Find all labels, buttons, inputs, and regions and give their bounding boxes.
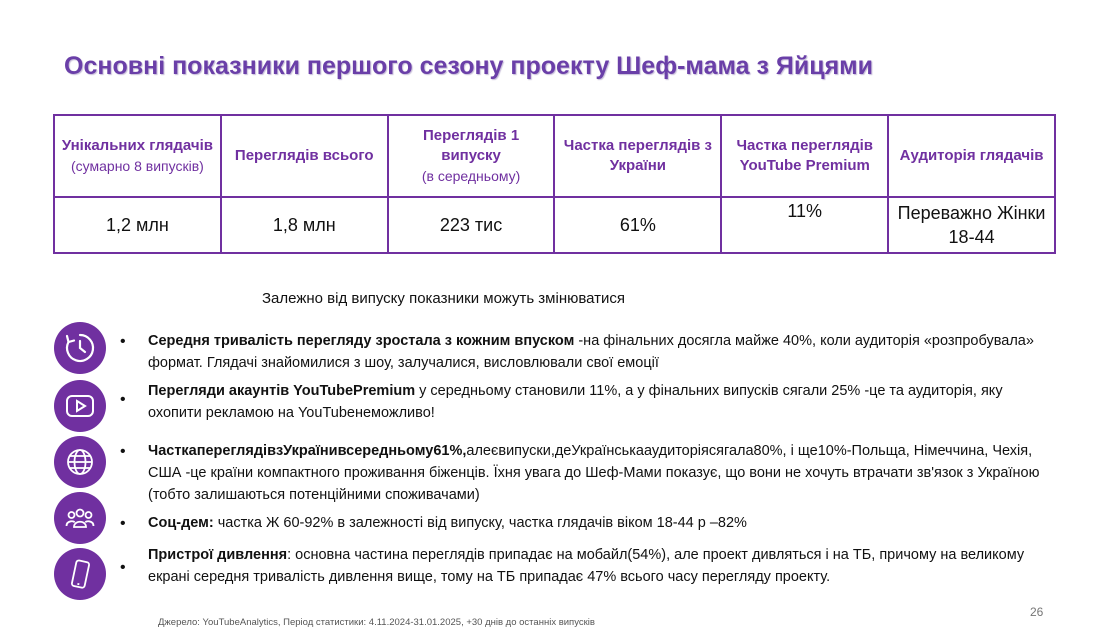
- value-views-per-episode: 223 тис: [386, 196, 556, 254]
- header-total-views: Переглядів всього: [219, 114, 389, 198]
- value-total-views: 1,8 млн: [219, 196, 389, 254]
- value-premium-share: 11%: [720, 196, 890, 254]
- source-footnote: Джерело: YouTubeAnalytics, Період статис…: [158, 617, 595, 628]
- header-ukraine-share: Частка переглядів з України: [553, 114, 723, 198]
- item-text: Пристрої дивлення: основна частина перег…: [148, 547, 1025, 585]
- page-title: Основні показники першого сезону проекту…: [64, 52, 874, 80]
- header-premium-share: Частка переглядів YouTube Premium: [720, 114, 890, 198]
- play-icon: [54, 380, 106, 432]
- clock-icon: [54, 322, 106, 374]
- header-views-per-episode: Переглядів 1 випуску (в середньому): [386, 114, 556, 198]
- item-text: ЧасткапереглядівзУкраїнивсередньому61%,а…: [148, 443, 1040, 503]
- page-number: 26: [1030, 605, 1044, 619]
- table-value-row: 1,2 млн 1,8 млн 223 тис 61% 11% Переважн…: [53, 196, 1056, 254]
- note-text: Залежно від випуску показники можуть змі…: [262, 290, 626, 307]
- people-icon: [54, 492, 106, 544]
- value-audience: Переважно Жінки 18-44: [887, 196, 1056, 254]
- globe-icon: [54, 436, 106, 488]
- item-text: Соц-дем: частка Ж 60-92% в залежності ві…: [148, 515, 747, 531]
- item-text: Середня тривалість перегляду зростала з …: [148, 333, 1034, 371]
- item-text: Перегляди акаунтів YouTubePremium у сере…: [148, 383, 1003, 421]
- value-unique-viewers: 1,2 млн: [53, 196, 222, 254]
- table-header-row: Унікальних глядачів (сумарно 8 випусків) …: [53, 114, 1056, 198]
- value-ukraine-share: 61%: [553, 196, 723, 254]
- header-audience: Аудиторія глядачів: [887, 114, 1056, 198]
- phone-icon: [54, 548, 106, 600]
- stats-table: Унікальних глядачів (сумарно 8 випусків) …: [53, 114, 1056, 254]
- header-unique-viewers: Унікальних глядачів (сумарно 8 випусків): [53, 114, 222, 198]
